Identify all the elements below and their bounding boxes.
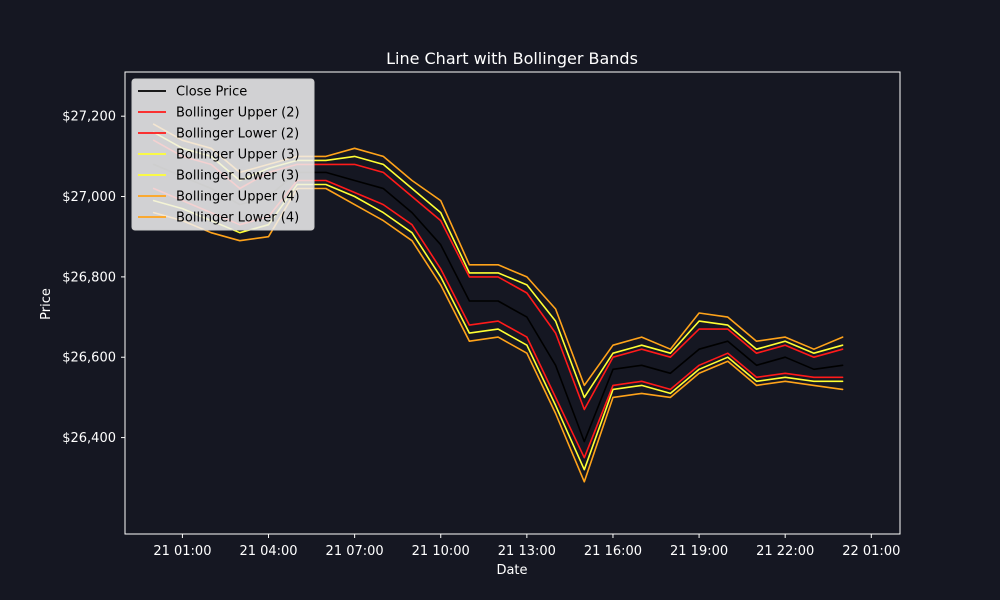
- y-axis-ticks: $26,400 $26,600 $26,800 $27,000 $27,200: [62, 110, 125, 446]
- legend: Close Price Bollinger Upper (2) Bollinger …: [131, 78, 315, 231]
- x-tick-label: 21 04:00: [239, 544, 297, 559]
- x-tick-label: 21 19:00: [670, 544, 728, 559]
- x-tick-label: 21 16:00: [584, 544, 642, 559]
- legend-label: Bollinger Upper (4): [176, 190, 300, 205]
- x-tick-label: 21 01:00: [153, 544, 211, 559]
- legend-label: Bollinger Lower (4): [176, 211, 299, 226]
- legend-label: Bollinger Lower (2): [176, 127, 299, 142]
- x-tick-label: 21 10:00: [412, 544, 470, 559]
- x-tick-label: 22 01:00: [842, 544, 900, 559]
- legend-label: Bollinger Upper (3): [176, 148, 300, 163]
- y-tick-label: $26,800: [62, 270, 116, 285]
- y-tick-label: $27,200: [62, 110, 116, 125]
- legend-label: Bollinger Upper (2): [176, 106, 300, 121]
- y-tick-label: $27,000: [62, 190, 116, 205]
- legend-label: Bollinger Lower (3): [176, 169, 299, 184]
- legend-box: [131, 78, 315, 231]
- x-tick-label: 21 07:00: [326, 544, 384, 559]
- x-tick-label: 21 13:00: [498, 544, 556, 559]
- legend-label: Close Price: [176, 85, 247, 100]
- y-axis-label: Price: [39, 288, 54, 320]
- series-line-bollinger-lower-4: [152, 187, 844, 483]
- x-axis-ticks: 21 01:00 21 04:00 21 07:00 21 10:00 21 13:00…: [153, 534, 900, 559]
- y-tick-label: $26,600: [62, 351, 116, 366]
- y-tick-label: $26,400: [62, 431, 116, 446]
- x-axis-label: Date: [496, 563, 527, 578]
- chart-title: Line Chart with Bollinger Bands: [386, 49, 638, 68]
- x-tick-label: 21 22:00: [756, 544, 814, 559]
